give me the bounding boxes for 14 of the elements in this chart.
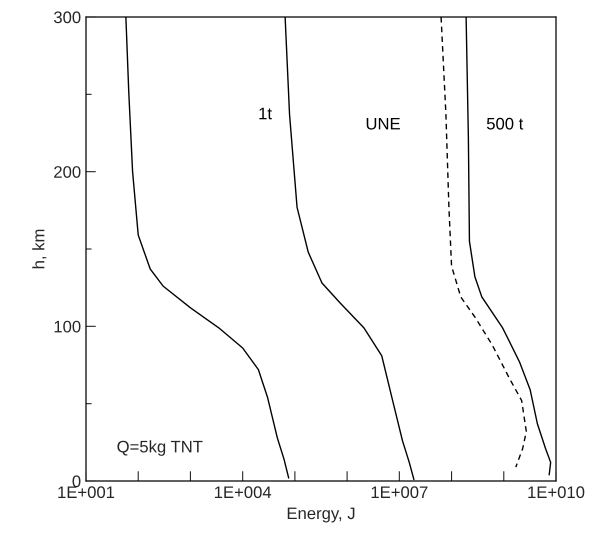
series-label: 500 t xyxy=(486,118,524,130)
x-tick-label: 1E+001 xyxy=(58,486,114,498)
series-label: 1t xyxy=(259,108,272,120)
x-tick-label: 1E+004 xyxy=(214,486,272,498)
x-tick-label: 1E+010 xyxy=(528,486,584,498)
x-axis-title: Energy, J xyxy=(288,508,354,522)
text: UNE xyxy=(366,118,400,130)
y-axis-title: h, km xyxy=(32,230,46,268)
y-tick-label: 200 xyxy=(54,166,80,178)
y-tick-label: 100 xyxy=(54,320,80,333)
x-tick-label: 1E+007 xyxy=(372,486,428,498)
y-tick-label: 300 xyxy=(54,11,80,24)
annotation: Q=5kg TNT xyxy=(117,440,203,456)
y-tick-label: 0 xyxy=(72,475,80,488)
